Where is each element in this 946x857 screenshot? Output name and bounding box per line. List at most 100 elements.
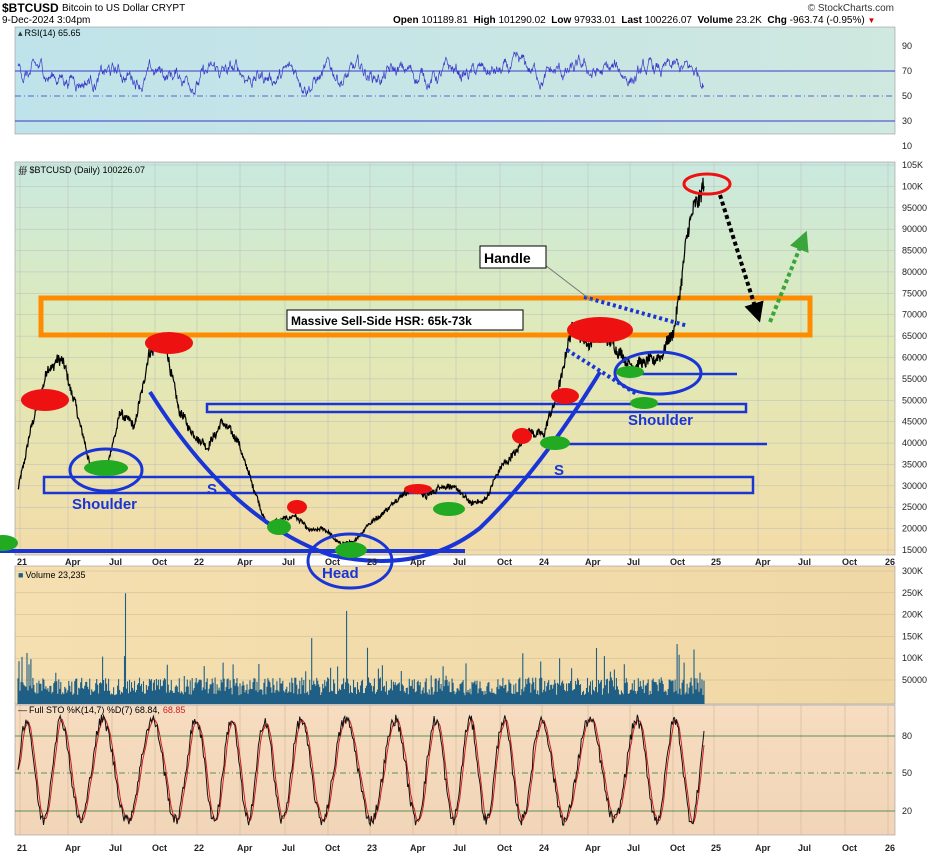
hsr-label-box xyxy=(286,309,524,331)
price-tick-label: 60000 xyxy=(902,353,927,363)
high-label: High xyxy=(473,15,496,26)
last-label: Last xyxy=(621,15,642,26)
x-tick-label: Oct xyxy=(152,843,167,853)
volume-label-text: Volume 23,235 xyxy=(25,570,85,580)
x-tick-label: Oct xyxy=(842,557,857,567)
handle-callout-line xyxy=(544,264,593,302)
x-tick-label: 26 xyxy=(885,843,895,853)
buy-markers xyxy=(0,366,658,558)
stochastic-series xyxy=(17,713,705,827)
x-tick-label: Oct xyxy=(842,843,857,853)
symbol-title: $BTCUSD xyxy=(2,1,59,15)
rsi-panel xyxy=(14,26,896,135)
sell-marker xyxy=(404,484,432,494)
x-tick-label: Jul xyxy=(453,843,466,853)
left-shoulder-ellipse xyxy=(68,447,144,493)
price-label: ∰ $BTCUSD (Daily) 100226.07 xyxy=(18,165,145,175)
price-label-text: $BTCUSD (Daily) 100226.07 xyxy=(30,165,146,175)
x-tick-label: 26 xyxy=(885,557,895,567)
support-s-label-right: S xyxy=(554,462,564,479)
rsi-label-text: RSI(14) 65.65 xyxy=(25,28,81,38)
x-tick-label: Jul xyxy=(282,557,295,567)
x-tick-label: Jul xyxy=(109,557,122,567)
x-tick-label: Apr xyxy=(585,557,601,567)
left-shoulder-label: Shoulder xyxy=(72,496,137,513)
x-tick-label: Oct xyxy=(325,843,340,853)
lower-support-box xyxy=(42,475,755,495)
rsi-tick-label: 10 xyxy=(902,141,912,151)
brand-watermark: © StockCharts.com xyxy=(807,3,894,14)
volume-grid xyxy=(15,570,895,835)
resistance-zone xyxy=(38,295,813,338)
sto-reference-lines xyxy=(15,735,895,812)
x-tick-label: 21 xyxy=(17,557,27,567)
x-tick-label: Apr xyxy=(410,557,426,567)
handle-label-box xyxy=(479,245,547,269)
right-axis: 105K 100K 95000 90000 85000 80000 75000 70000 65… xyxy=(902,41,927,816)
up-projection-arrow xyxy=(768,230,809,323)
rsi-tick-label: 90 xyxy=(902,41,912,51)
volume-label: Volume xyxy=(697,15,733,26)
x-tick-label: 25 xyxy=(711,843,721,853)
x-tick-label: Apr xyxy=(237,557,253,567)
chart-datetime: 9-Dec-2024 3:04pm xyxy=(2,15,91,26)
x-tick-label: Apr xyxy=(755,557,771,567)
open-label: Open xyxy=(393,15,419,26)
rsi-reference-lines xyxy=(15,70,895,122)
volume-tick-label: 100K xyxy=(902,653,923,663)
price-tick-label: 55000 xyxy=(902,374,927,384)
sto-tick-label: 80 xyxy=(902,731,912,741)
high-value: 101290.02 xyxy=(498,15,546,26)
buy-marker xyxy=(267,519,291,535)
head-ellipse xyxy=(306,532,394,590)
sell-marker xyxy=(551,388,579,404)
x-tick-label: Jul xyxy=(627,557,640,567)
sell-markers xyxy=(21,317,633,514)
sto-tick-label: 50 xyxy=(902,768,912,778)
x-tick-label: 22 xyxy=(194,557,204,567)
volume-tick-label: 200K xyxy=(902,610,923,620)
buy-marker xyxy=(540,436,570,450)
price-tick-label: 85000 xyxy=(902,246,927,256)
down-arrow-icon: ▼ xyxy=(867,16,876,25)
handle-label: Handle xyxy=(484,250,531,266)
x-tick-label: Apr xyxy=(755,843,771,853)
right-shoulder-label: Shoulder xyxy=(628,412,693,429)
sell-marker xyxy=(287,500,307,514)
x-tick-label: 23 xyxy=(367,557,377,567)
volume-tick-label: 50000 xyxy=(902,675,927,685)
volume-tick-label: 150K xyxy=(902,631,923,641)
x-tick-label: Jul xyxy=(109,843,122,853)
price-tick-label: 20000 xyxy=(902,524,927,534)
rsi-tick-label: 30 xyxy=(902,116,912,126)
sto-d-line xyxy=(17,716,705,824)
low-value: 97933.01 xyxy=(574,15,616,26)
x-axis: 21 21 Apr Apr Jul Jul Oct Oct 22 22 Apr Apr Jul Jul Oc… xyxy=(17,557,895,853)
price-tick-label: 35000 xyxy=(902,459,927,469)
low-label: Low xyxy=(551,15,572,26)
sell-marker xyxy=(21,389,69,411)
ohlc-bar: Open 101189.81 High 101290.02 Low 97933.… xyxy=(393,15,875,26)
buy-marker xyxy=(616,366,644,378)
x-tick-label: 22 xyxy=(194,843,204,853)
x-tick-label: 23 xyxy=(367,843,377,853)
open-value: 101189.81 xyxy=(421,15,468,26)
pattern-boxes xyxy=(0,372,767,553)
x-tick-label: Oct xyxy=(497,843,512,853)
sto-k-line xyxy=(17,713,705,827)
price-tick-label: 50000 xyxy=(902,395,927,405)
chg-label: Chg xyxy=(767,15,787,26)
price-tick-label: 30000 xyxy=(902,481,927,491)
buy-marker xyxy=(0,535,18,551)
buy-marker xyxy=(433,502,465,516)
volume-value: 23.2K xyxy=(735,15,762,26)
x-tick-label: Apr xyxy=(410,843,426,853)
sto-d-label: 68.85 xyxy=(163,705,186,715)
x-tick-label: Jul xyxy=(453,557,466,567)
handle-channel xyxy=(565,295,689,397)
volume-panel xyxy=(14,565,896,705)
volume-bars xyxy=(17,593,705,704)
neckline-box xyxy=(205,402,748,414)
price-tick-label: 40000 xyxy=(902,438,927,448)
x-tick-label: Apr xyxy=(65,843,81,853)
